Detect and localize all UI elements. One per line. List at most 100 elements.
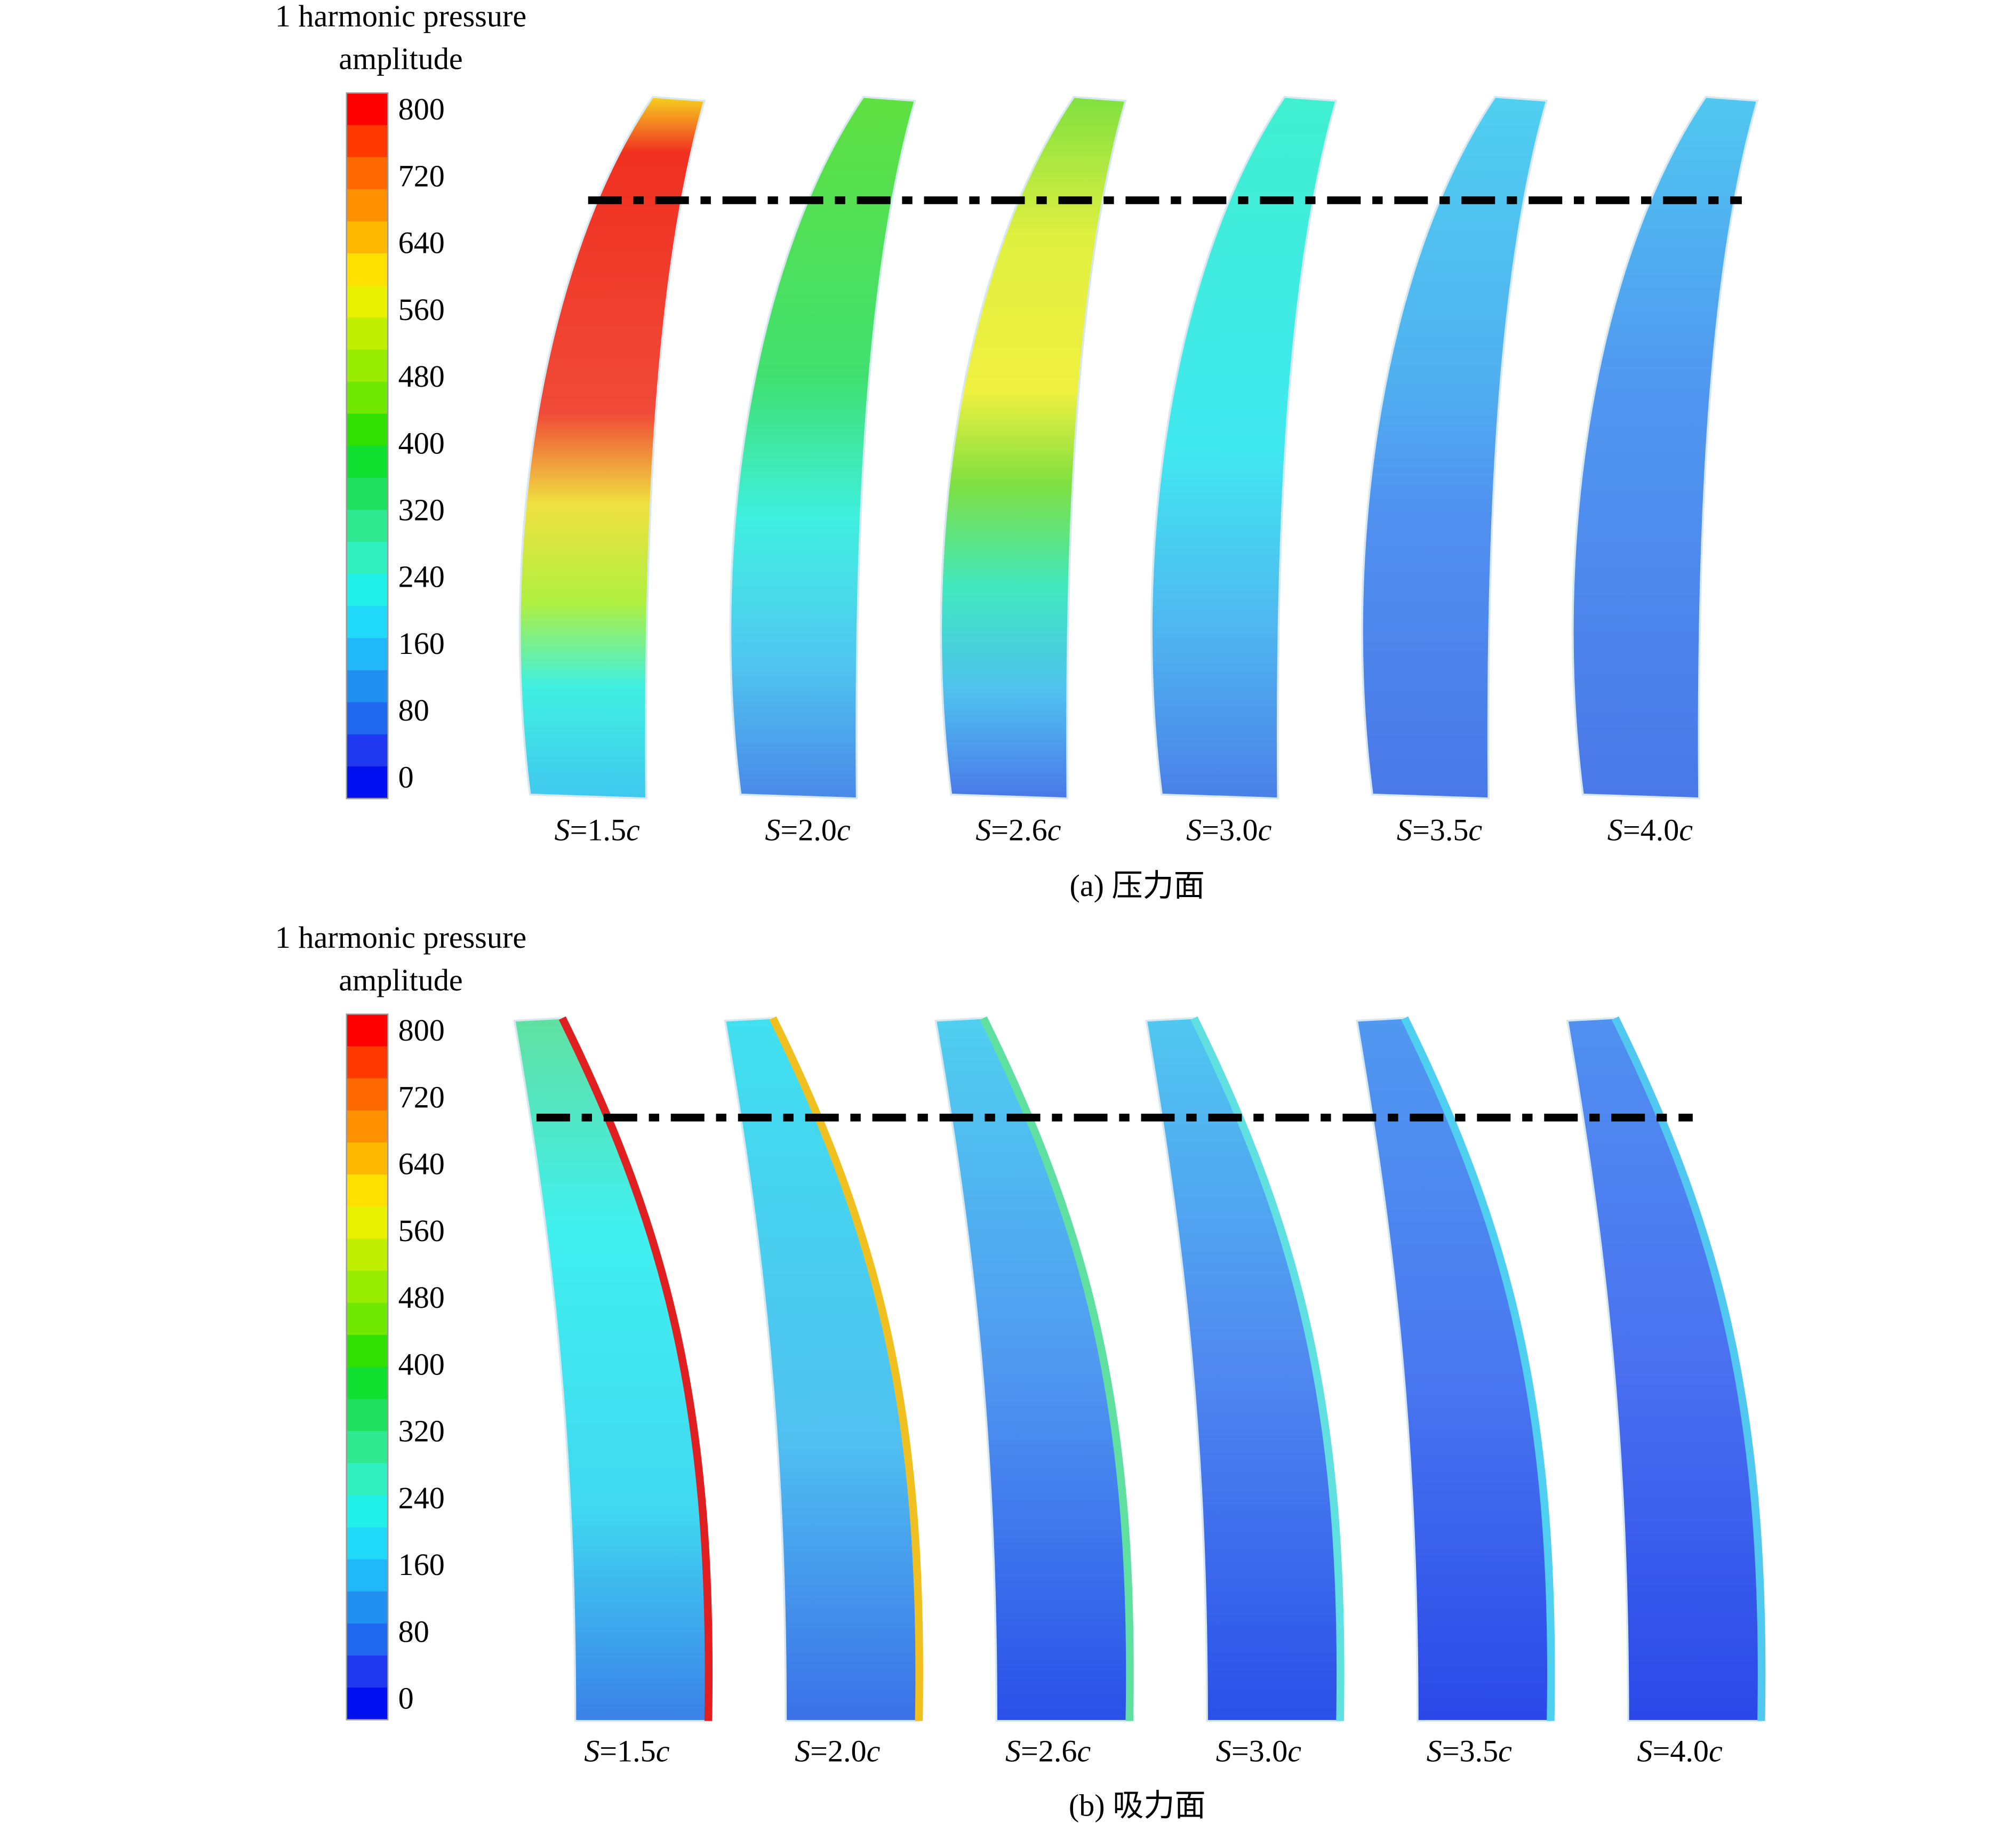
colorbar-band bbox=[346, 125, 388, 158]
colorbar-tick-label: 800 bbox=[398, 92, 445, 126]
colorbar-frame bbox=[346, 92, 389, 799]
colorbar-band bbox=[346, 734, 388, 767]
colorbar-tick-label: 160 bbox=[398, 626, 445, 661]
colorbar-band bbox=[346, 1431, 388, 1464]
label-eq: =3.5 bbox=[1412, 813, 1468, 847]
blade-label: S=3.0c bbox=[1216, 1734, 1302, 1769]
label-unit: c bbox=[1258, 813, 1272, 847]
colorbar-band bbox=[346, 221, 388, 254]
label-eq: =2.0 bbox=[810, 1734, 866, 1769]
colorbar-band bbox=[346, 1591, 388, 1625]
colorbar-tick-label: 160 bbox=[398, 1547, 445, 1582]
colorbar-band bbox=[346, 1110, 388, 1144]
colorbar-band bbox=[346, 542, 388, 575]
label-var: S bbox=[1186, 813, 1202, 847]
colorbar-band bbox=[346, 766, 388, 799]
colorbar-band bbox=[346, 638, 388, 671]
label-unit: c bbox=[1077, 1734, 1091, 1769]
blade-contour bbox=[518, 95, 706, 799]
colorbar-tick-label: 480 bbox=[398, 1280, 445, 1315]
blade-label: S=3.5c bbox=[1427, 1734, 1513, 1769]
blade-contour bbox=[1361, 95, 1548, 799]
label-var: S bbox=[975, 813, 991, 847]
blade-contour bbox=[1150, 95, 1338, 799]
colorbar-band bbox=[346, 1078, 388, 1112]
label-var: S bbox=[1216, 1734, 1231, 1769]
label-unit: c bbox=[1679, 813, 1693, 847]
colorbar-tick-label: 720 bbox=[398, 1080, 445, 1114]
colorbar-tick-label: 0 bbox=[398, 759, 414, 794]
label-var: S bbox=[555, 813, 570, 847]
colorbar-frame bbox=[346, 1013, 389, 1721]
label-var: S bbox=[795, 1734, 810, 1769]
caption: (a) 压力面 bbox=[1070, 868, 1205, 903]
blade-label: S=2.6c bbox=[975, 813, 1061, 847]
colorbar-tick-label: 80 bbox=[398, 1614, 429, 1649]
colorbar-tick-label: 0 bbox=[398, 1681, 414, 1716]
label-eq: =2.6 bbox=[991, 813, 1047, 847]
blade-label: S=2.0c bbox=[795, 1734, 881, 1769]
colorbar-band bbox=[346, 1559, 388, 1592]
colorbar-band bbox=[346, 157, 388, 190]
colorbar-band bbox=[346, 477, 388, 511]
colorbar-band bbox=[346, 1142, 388, 1176]
colorbar-band bbox=[346, 253, 388, 286]
label-unit: c bbox=[1287, 1734, 1301, 1769]
label-unit: c bbox=[1709, 1734, 1723, 1769]
colorbar-band bbox=[346, 1238, 388, 1272]
blade-edge bbox=[1401, 1016, 1555, 1721]
colorbar-band bbox=[346, 1206, 388, 1240]
blade-label: S=4.0c bbox=[1607, 813, 1693, 847]
label-eq: =1.5 bbox=[570, 813, 626, 847]
blade-label: S=3.0c bbox=[1186, 813, 1272, 847]
label-eq: =3.0 bbox=[1231, 1734, 1287, 1769]
colorbar-band bbox=[346, 1302, 388, 1336]
colorbar-band bbox=[346, 1463, 388, 1496]
label-var: S bbox=[1005, 1734, 1021, 1769]
colorbar-tick-label: 640 bbox=[398, 1147, 445, 1181]
colorbar-band bbox=[346, 93, 388, 126]
label-unit: c bbox=[867, 1734, 881, 1769]
colorbar-band bbox=[346, 1495, 388, 1528]
colorbar-band bbox=[346, 574, 388, 607]
colorbar-band bbox=[346, 1334, 388, 1368]
blade-label: S=1.5c bbox=[584, 1734, 670, 1769]
blade-label: S=4.0c bbox=[1637, 1734, 1723, 1769]
blade-label: S=3.5c bbox=[1397, 813, 1483, 847]
label-eq: =3.5 bbox=[1442, 1734, 1498, 1769]
colorbar-band bbox=[346, 1046, 388, 1080]
label-var: S bbox=[584, 1734, 599, 1769]
colorbar-band bbox=[346, 509, 388, 543]
colorbar-tick-label: 720 bbox=[398, 158, 445, 193]
colorbar-band bbox=[346, 1270, 388, 1304]
label-eq: =2.0 bbox=[780, 813, 836, 847]
colorbar-band bbox=[346, 413, 388, 446]
blade-contour bbox=[940, 95, 1127, 799]
colorbar-band bbox=[346, 670, 388, 703]
label-var: S bbox=[1607, 813, 1623, 847]
colorbar-band bbox=[346, 445, 388, 479]
blade-label: S=1.5c bbox=[555, 813, 641, 847]
label-eq: =4.0 bbox=[1653, 1734, 1709, 1769]
label-unit: c bbox=[1498, 1734, 1512, 1769]
blade-label: S=2.6c bbox=[1005, 1734, 1091, 1769]
colorbar-band bbox=[346, 1623, 388, 1657]
label-eq: =2.6 bbox=[1021, 1734, 1077, 1769]
colorbar-tick-label: 80 bbox=[398, 693, 429, 727]
label-unit: c bbox=[656, 1734, 670, 1769]
label-eq: =3.0 bbox=[1202, 813, 1258, 847]
colorbar-tick-label: 480 bbox=[398, 359, 445, 394]
colorbar-tick-label: 640 bbox=[398, 226, 445, 260]
colorbar-band bbox=[346, 349, 388, 382]
colorbar-band bbox=[346, 1399, 388, 1432]
colorbar-tick-label: 400 bbox=[398, 1347, 445, 1381]
blade-contour bbox=[729, 95, 916, 799]
label-var: S bbox=[765, 813, 780, 847]
colorbar-title: amplitude bbox=[339, 42, 462, 76]
colorbar-band bbox=[346, 1527, 388, 1560]
colorbar-band bbox=[346, 381, 388, 414]
label-unit: c bbox=[1468, 813, 1482, 847]
colorbar-tick-label: 240 bbox=[398, 1481, 445, 1515]
colorbar-tick-label: 400 bbox=[398, 426, 445, 460]
colorbar-tick-label: 320 bbox=[398, 493, 445, 527]
